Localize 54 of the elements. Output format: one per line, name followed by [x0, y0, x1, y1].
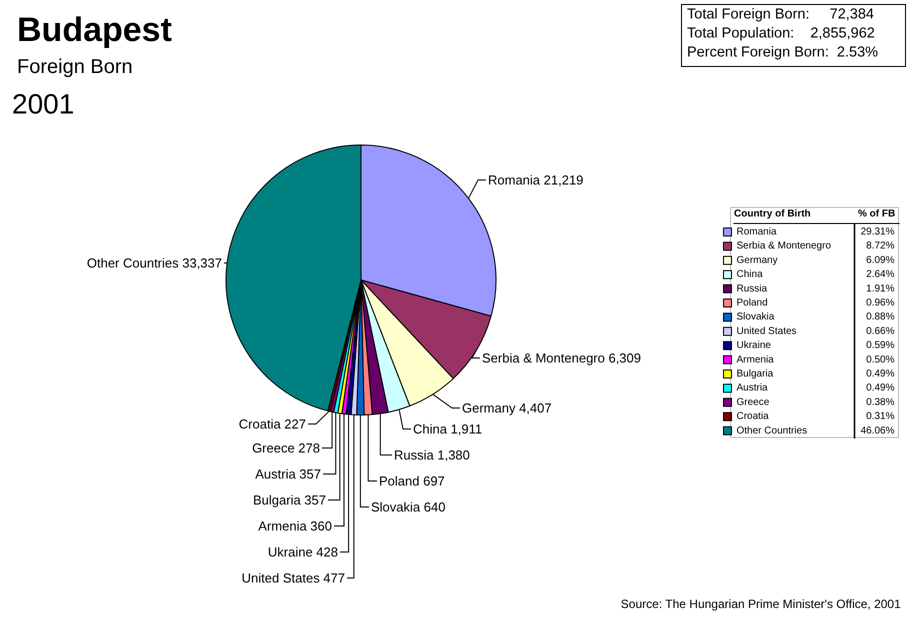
text: 0.49%: [866, 368, 895, 380]
category-label: Germany 4,407: [462, 400, 552, 416]
text: 6.09%: [866, 254, 895, 266]
legend-label: Armenia: [736, 354, 774, 366]
text: 2.64%: [866, 269, 895, 280]
category-label: Austria 357: [255, 466, 322, 482]
legend-label: Poland: [736, 298, 768, 308]
text: 0.31%: [866, 411, 895, 422]
category-label: Slovakia 640: [371, 500, 446, 514]
legend-label: Bulgaria: [736, 368, 774, 380]
text: 2001: [12, 88, 74, 120]
legend-label: Slovakia: [736, 312, 775, 323]
legend-label: Croatia: [736, 411, 770, 422]
category-label: Romania 21,219: [488, 172, 584, 188]
legend-label: Serbia & Montenegro: [736, 240, 832, 252]
text: 0.88%: [866, 312, 895, 323]
text: Total Foreign Born: 72,384: [687, 6, 874, 22]
legend-label: Austria: [736, 382, 768, 394]
text: 0.49%: [866, 382, 895, 394]
text: 0.66%: [866, 326, 895, 337]
category-label: Croatia 227: [238, 416, 306, 432]
category-label: China 1,911: [413, 422, 482, 436]
category-label: Bulgaria 357: [253, 492, 326, 508]
category-label: Poland 697: [379, 474, 445, 488]
legend-label: United States: [736, 326, 797, 337]
category-label: United States 477: [242, 570, 346, 586]
text: 0.38%: [866, 396, 895, 408]
legend-label: Greece: [736, 396, 770, 408]
category-label: Russia 1,380: [394, 448, 470, 462]
chart-title: Budapest: [17, 11, 172, 49]
category-label: Serbia & Montenegro 6,309: [482, 350, 641, 366]
legend-label: Other Countries: [736, 425, 808, 436]
category-label: Greece 278: [252, 440, 320, 456]
text: 1.91%: [866, 283, 895, 294]
text: 0.59%: [866, 340, 895, 352]
text: Percent Foreign Born: 2.53%: [687, 44, 878, 60]
category-label: Other Countries 33,337: [86, 256, 222, 270]
legend-label: China: [736, 269, 764, 280]
text: % of FB: [858, 208, 896, 220]
text: Country of Birth: [734, 208, 811, 220]
text: 8.72%: [866, 240, 895, 252]
category-label: Armenia 360: [258, 518, 332, 534]
chart-subtitle: Foreign Born: [17, 56, 133, 78]
text: 29.31%: [860, 226, 895, 238]
text: 46.06%: [860, 425, 895, 436]
legend-label: Russia: [736, 283, 768, 294]
text: 0.96%: [866, 298, 895, 308]
text: Total Population: 2,855,962: [687, 26, 875, 42]
legend-label: Ukraine: [736, 340, 772, 352]
text: 0.50%: [866, 354, 895, 366]
category-label: Ukraine 428: [268, 544, 338, 560]
legend-label: Romania: [736, 226, 777, 238]
legend-label: Germany: [736, 254, 778, 266]
source-note: Source: The Hungarian Prime Minister's Office, 2001: [620, 597, 902, 611]
